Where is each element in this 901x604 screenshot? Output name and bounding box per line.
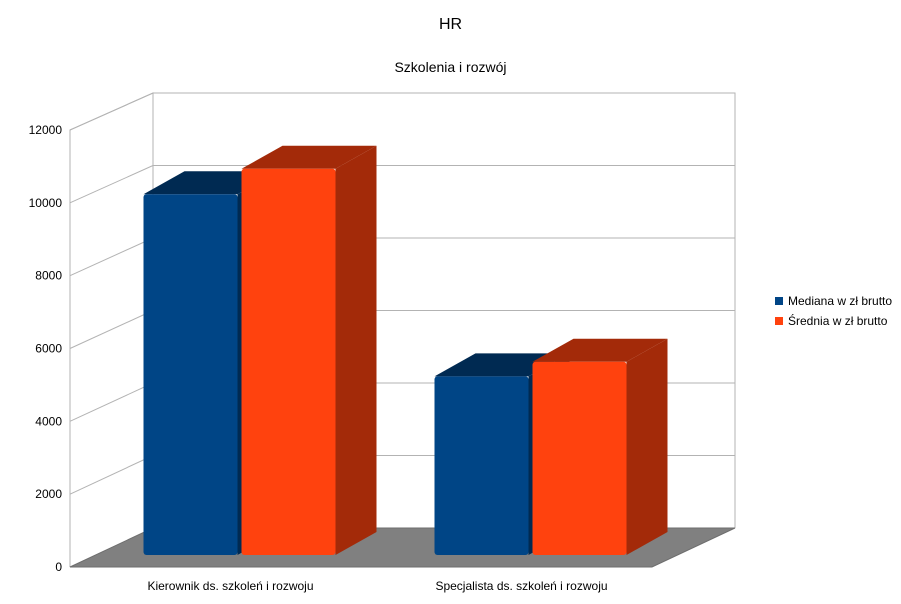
chart-subtitle: Szkolenia i rozwój [394,59,507,75]
bar [241,145,377,555]
x-axis-categories: Kierownik ds. szkoleń i rozwoju Specjalis… [147,579,607,593]
bar-front-face [143,194,238,555]
y-tick-label: 10000 [29,196,63,210]
legend-label-srednia: Średnia w zł brutto [788,314,888,328]
y-tick-label: 6000 [35,342,62,356]
y-tick-label: 2000 [35,487,62,501]
chart-bars [143,145,668,555]
bar-front-face [532,361,627,555]
legend-swatch-mediana [775,297,783,305]
bar-top-face [532,338,668,362]
y-axis-ticks: 0 2000 4000 6000 8000 10000 12000 [29,123,63,574]
chart-legend: Mediana w zł brutto Średnia w zł brutto [775,291,892,331]
legend-item-srednia: Średnia w zł brutto [775,311,892,331]
bar-side-face [335,145,377,555]
chart-title: HR [438,16,463,33]
bar-top-face [241,145,377,169]
gridline-side [69,310,154,349]
x-category-label: Specjalista ds. szkoleń i rozwoju [435,579,607,593]
y-tick-label: 0 [55,560,62,574]
gridline-side [69,455,154,495]
bar-front-face [434,376,529,555]
bar [532,338,668,555]
y-tick-label: 8000 [35,269,62,283]
gridline-side [69,165,154,204]
gridline-side [69,382,154,422]
bar-front-face [241,168,336,555]
gridline-side [69,237,154,277]
y-tick-label: 12000 [29,123,63,137]
y-tick-label: 4000 [35,414,62,428]
legend-item-mediana: Mediana w zł brutto [775,291,892,311]
x-category-label: Kierownik ds. szkoleń i rozwoju [147,579,313,593]
bar-side-face [626,338,668,555]
legend-swatch-srednia [775,317,783,325]
legend-label-mediana: Mediana w zł brutto [788,294,893,308]
gridline-side [69,92,154,131]
